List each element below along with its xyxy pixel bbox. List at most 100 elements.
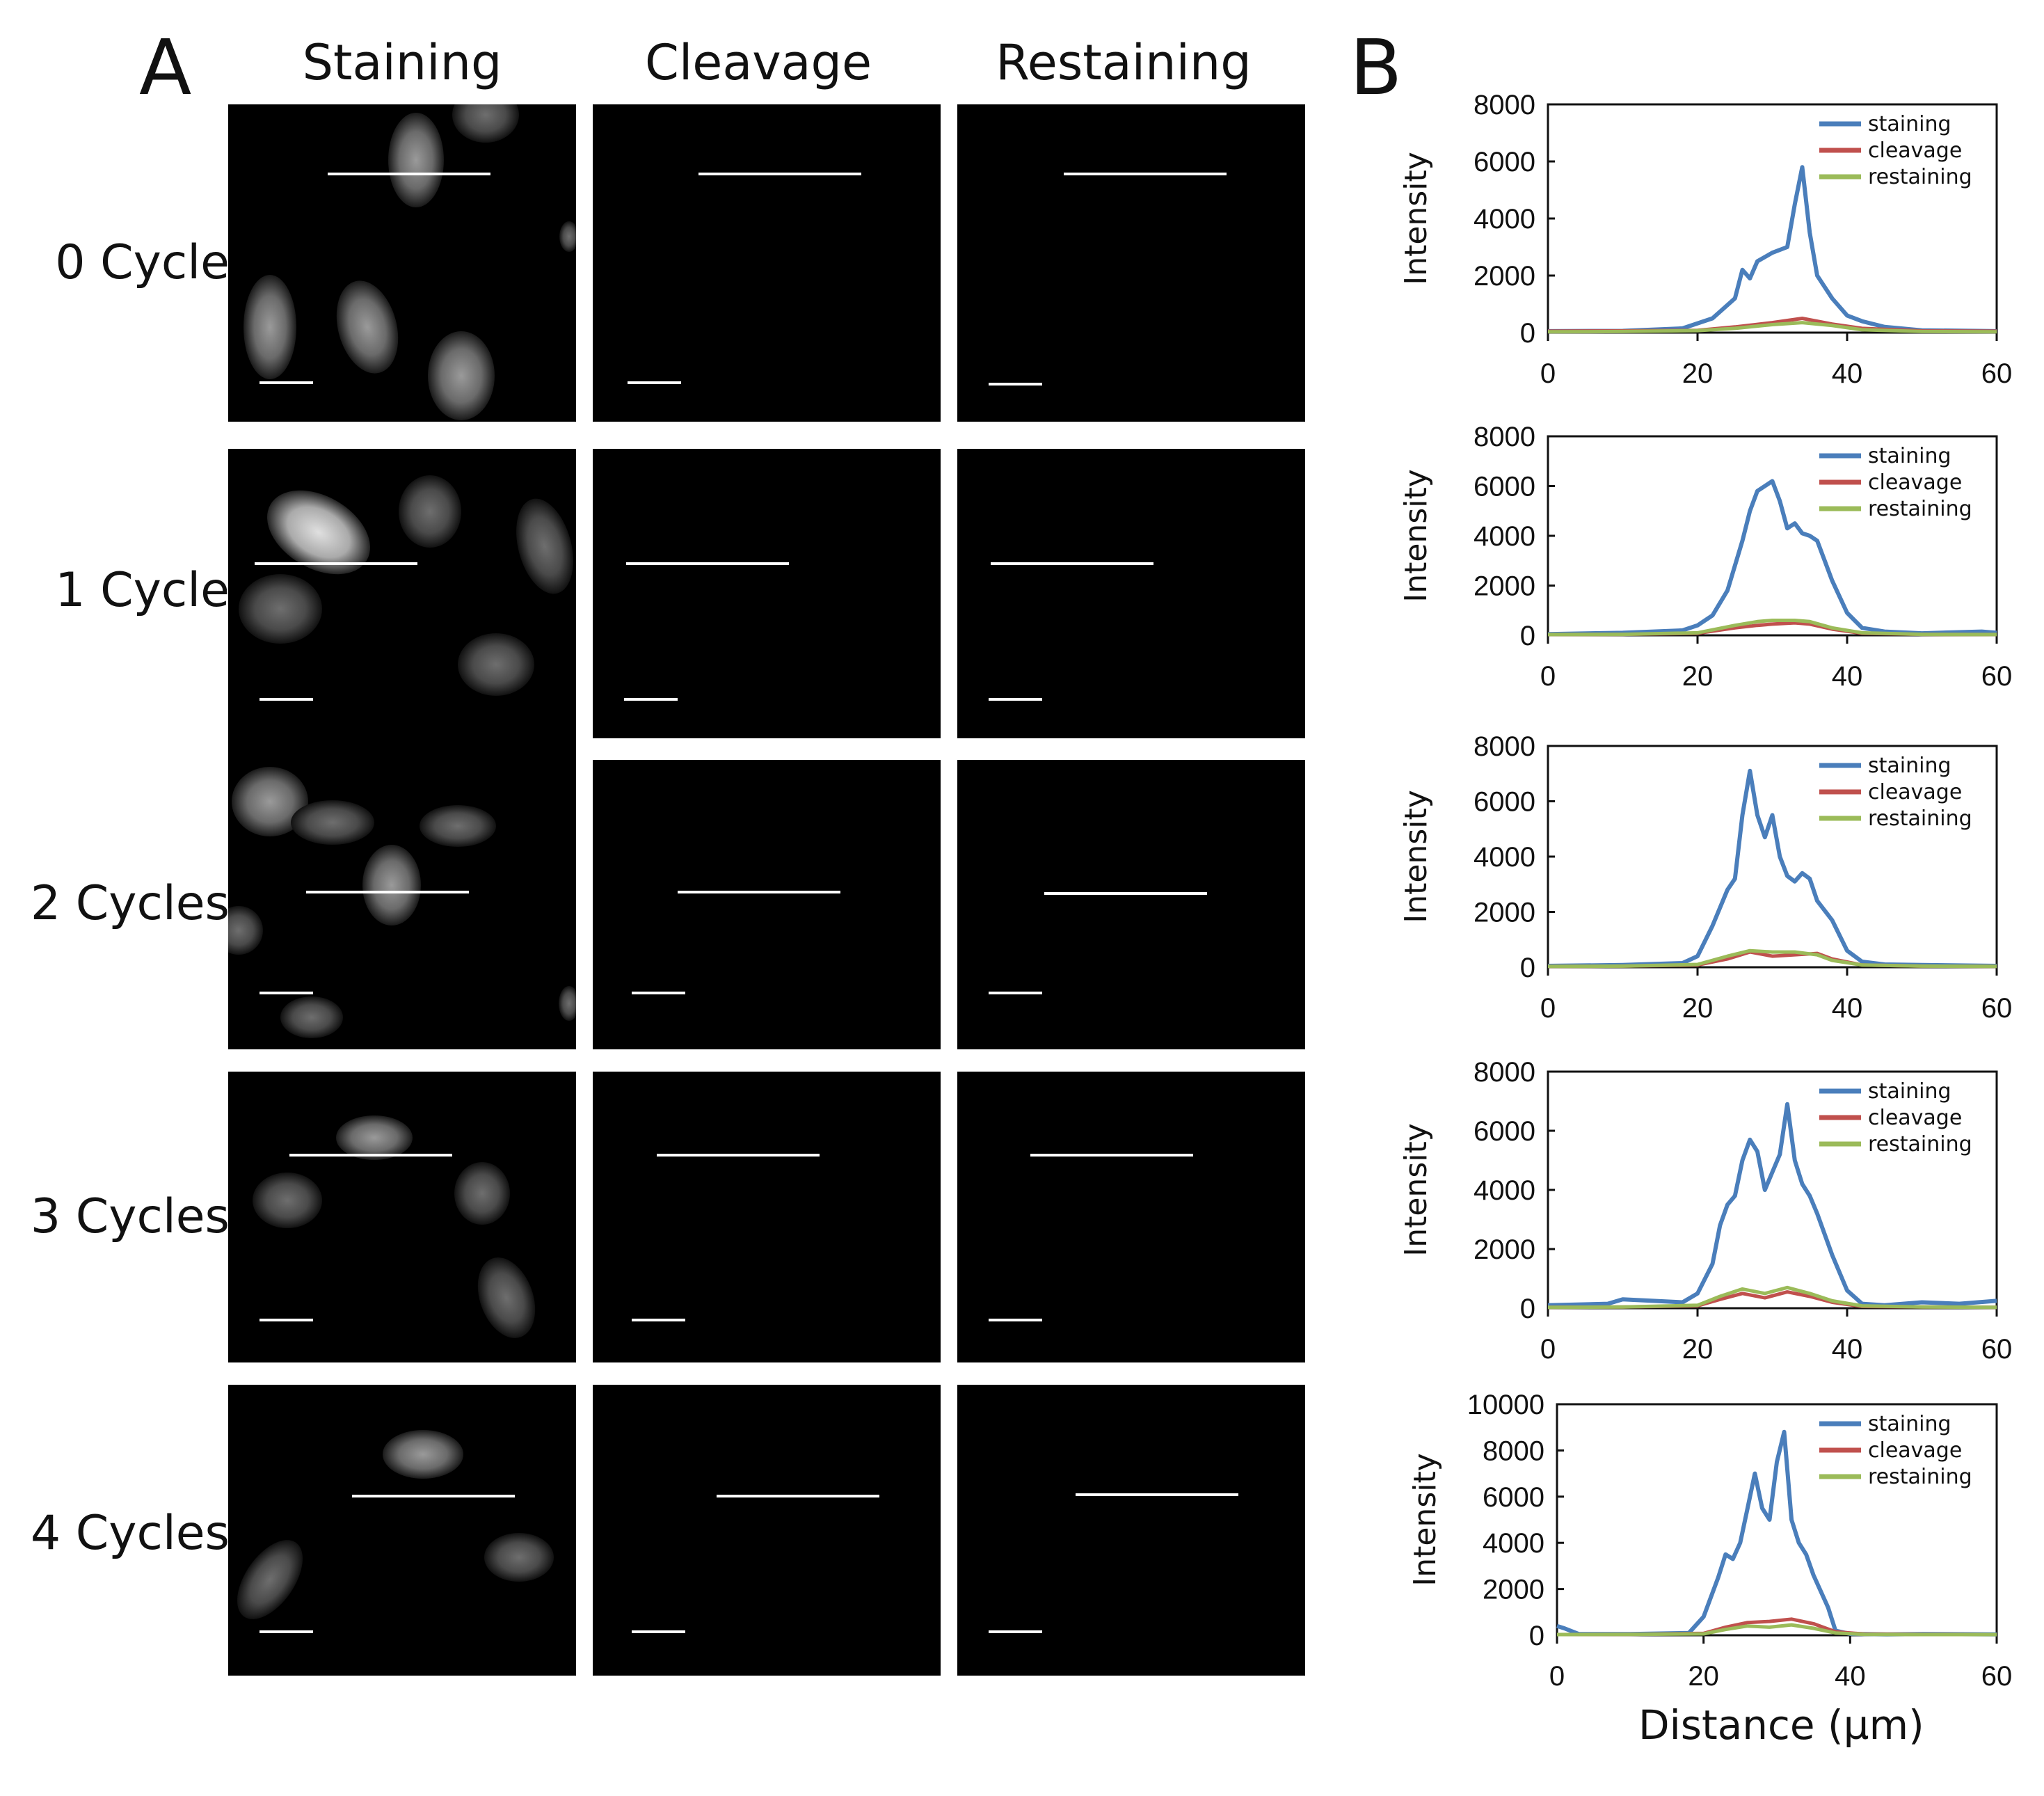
y-tick-label: 6000 bbox=[1474, 787, 1535, 818]
cell-nucleus bbox=[237, 1540, 303, 1619]
y-tick-label: 0 bbox=[1520, 621, 1535, 651]
legend-label-restaining: restaining bbox=[1868, 1465, 1972, 1489]
x-tick-label: 60 bbox=[1981, 358, 2013, 389]
cell-nucleus bbox=[253, 1173, 322, 1228]
x-tick-label: 40 bbox=[1832, 993, 1863, 1024]
x-tick-label: 60 bbox=[1981, 993, 2013, 1024]
x-tick-label: 40 bbox=[1832, 661, 1863, 692]
y-tick-label: 0 bbox=[1529, 1621, 1544, 1651]
cell-nucleus bbox=[232, 767, 308, 836]
cell-nucleus bbox=[559, 221, 576, 252]
y-tick-label: 2000 bbox=[1474, 261, 1535, 292]
row-label-1-cycle: 1 Cycle bbox=[55, 563, 230, 618]
y-axis-title: Intensity bbox=[1398, 1123, 1434, 1257]
y-axis-title: Intensity bbox=[1398, 152, 1434, 285]
legend-label-staining: staining bbox=[1868, 1079, 1951, 1104]
cell-nucleus bbox=[291, 800, 374, 845]
legend-label-restaining: restaining bbox=[1868, 806, 1972, 831]
micrograph-3-cycles-restaining bbox=[957, 1072, 1305, 1362]
chart-4: 0 2000 4000 6000 8000 10000 0 20 40 60 Intensity st… bbox=[1407, 1390, 2012, 1692]
cell-nucleus bbox=[454, 1162, 510, 1225]
y-tick-label: 2000 bbox=[1474, 898, 1535, 928]
series-line-restaining bbox=[1547, 948, 1997, 969]
micrograph-0-cycle-cleavage bbox=[593, 104, 941, 422]
cell-nucleus bbox=[516, 498, 573, 594]
x-tick-label: 40 bbox=[1835, 1661, 1866, 1692]
cell-nucleus bbox=[477, 1257, 536, 1338]
row-label-0-cycle: 0 Cycle bbox=[55, 235, 230, 290]
x-tick-label: 40 bbox=[1832, 358, 1863, 389]
x-tick-label: 0 bbox=[1540, 993, 1556, 1024]
y-tick-label: 10000 bbox=[1467, 1390, 1544, 1420]
legend-label-staining: staining bbox=[1868, 1412, 1951, 1436]
y-tick-label: 4000 bbox=[1474, 842, 1535, 873]
cell-nucleus bbox=[399, 475, 461, 548]
cell-nucleus bbox=[280, 996, 343, 1038]
chart-3: 0 2000 4000 6000 8000 0 20 40 60 Intensity stainin… bbox=[1398, 1057, 2012, 1365]
series-line-staining bbox=[1547, 768, 1997, 968]
cell-nucleus bbox=[362, 845, 421, 925]
cell-nucleus bbox=[458, 633, 534, 696]
cell-nucleus bbox=[383, 1430, 463, 1479]
y-tick-label: 6000 bbox=[1474, 1116, 1535, 1147]
plot-frame bbox=[1547, 745, 1998, 969]
x-tick-label: 20 bbox=[1682, 993, 1714, 1024]
cell-nucleus bbox=[388, 113, 444, 207]
series-line-staining bbox=[1547, 165, 1997, 333]
column-header-staining: Staining bbox=[302, 34, 502, 91]
micrograph-0-cycle-restaining bbox=[957, 104, 1305, 422]
y-tick-label: 6000 bbox=[1483, 1482, 1544, 1513]
x-axis-title: Distance (µm) bbox=[1638, 1701, 1924, 1749]
cell-nucleus bbox=[336, 1115, 413, 1160]
y-tick-label: 4000 bbox=[1474, 521, 1535, 552]
micrograph-3-cycles-cleavage bbox=[593, 1072, 941, 1362]
y-axis-title: Intensity bbox=[1407, 1453, 1443, 1587]
y-axis-title: Intensity bbox=[1398, 790, 1434, 923]
legend-label-cleavage: cleavage bbox=[1868, 1438, 1962, 1463]
micrograph-4-cycles-cleavage bbox=[593, 1385, 941, 1676]
cell-nucleus bbox=[239, 574, 322, 644]
legend-label-staining: staining bbox=[1868, 444, 1951, 468]
cell-nucleus bbox=[267, 490, 370, 575]
micrograph-0-cycle-staining bbox=[228, 104, 576, 422]
cell-nucleus bbox=[228, 906, 263, 955]
micrograph-4-cycles-restaining bbox=[957, 1385, 1305, 1676]
micrograph-3-cycles-staining bbox=[228, 1072, 576, 1362]
micrograph-2-cycles-restaining bbox=[957, 760, 1305, 1049]
y-tick-label: 8000 bbox=[1474, 731, 1535, 762]
y-tick-label: 4000 bbox=[1474, 204, 1535, 235]
y-tick-label: 8000 bbox=[1474, 90, 1535, 120]
chart-1: 0 2000 4000 6000 8000 0 20 40 60 Intensity stainin… bbox=[1398, 422, 2012, 692]
micrograph-2-cycles-staining bbox=[228, 760, 576, 1049]
cell-nucleus bbox=[559, 986, 576, 1021]
series-line-restaining bbox=[1547, 619, 1997, 637]
series-line-restaining bbox=[1547, 1285, 1997, 1310]
legend-label-cleavage: cleavage bbox=[1868, 138, 1962, 163]
x-tick-label: 60 bbox=[1981, 1334, 2013, 1365]
panel-a-label: A bbox=[139, 23, 192, 112]
cell-nucleus bbox=[484, 1533, 554, 1582]
x-tick-label: 0 bbox=[1540, 1334, 1556, 1365]
legend-label-staining: staining bbox=[1868, 112, 1951, 136]
chart-2: 0 2000 4000 6000 8000 0 20 40 60 Intensity stainin… bbox=[1398, 731, 2012, 1024]
y-axis-title: Intensity bbox=[1398, 469, 1434, 603]
y-tick-label: 6000 bbox=[1474, 472, 1535, 502]
column-header-cleavage: Cleavage bbox=[644, 34, 872, 91]
chart-0: 0 2000 4000 6000 8000 0 20 40 60 Intensity stainin… bbox=[1398, 90, 2012, 389]
cell-nucleus bbox=[336, 280, 399, 374]
x-tick-label: 20 bbox=[1688, 1661, 1719, 1692]
y-tick-label: 8000 bbox=[1483, 1436, 1544, 1466]
cell-nucleus bbox=[420, 805, 496, 847]
y-tick-label: 2000 bbox=[1474, 1234, 1535, 1265]
series-line-staining bbox=[1547, 479, 1997, 637]
cell-nucleus bbox=[243, 275, 296, 379]
legend-label-restaining: restaining bbox=[1868, 497, 1972, 521]
y-tick-label: 2000 bbox=[1474, 571, 1535, 602]
y-tick-label: 8000 bbox=[1474, 1057, 1535, 1088]
row-label-4-cycles: 4 Cycles bbox=[30, 1506, 230, 1561]
x-tick-label: 40 bbox=[1832, 1334, 1863, 1365]
series-line-restaining bbox=[1556, 1623, 1997, 1637]
column-header-restaining: Restaining bbox=[996, 34, 1252, 91]
row-label-2-cycles: 2 Cycles bbox=[30, 876, 230, 931]
